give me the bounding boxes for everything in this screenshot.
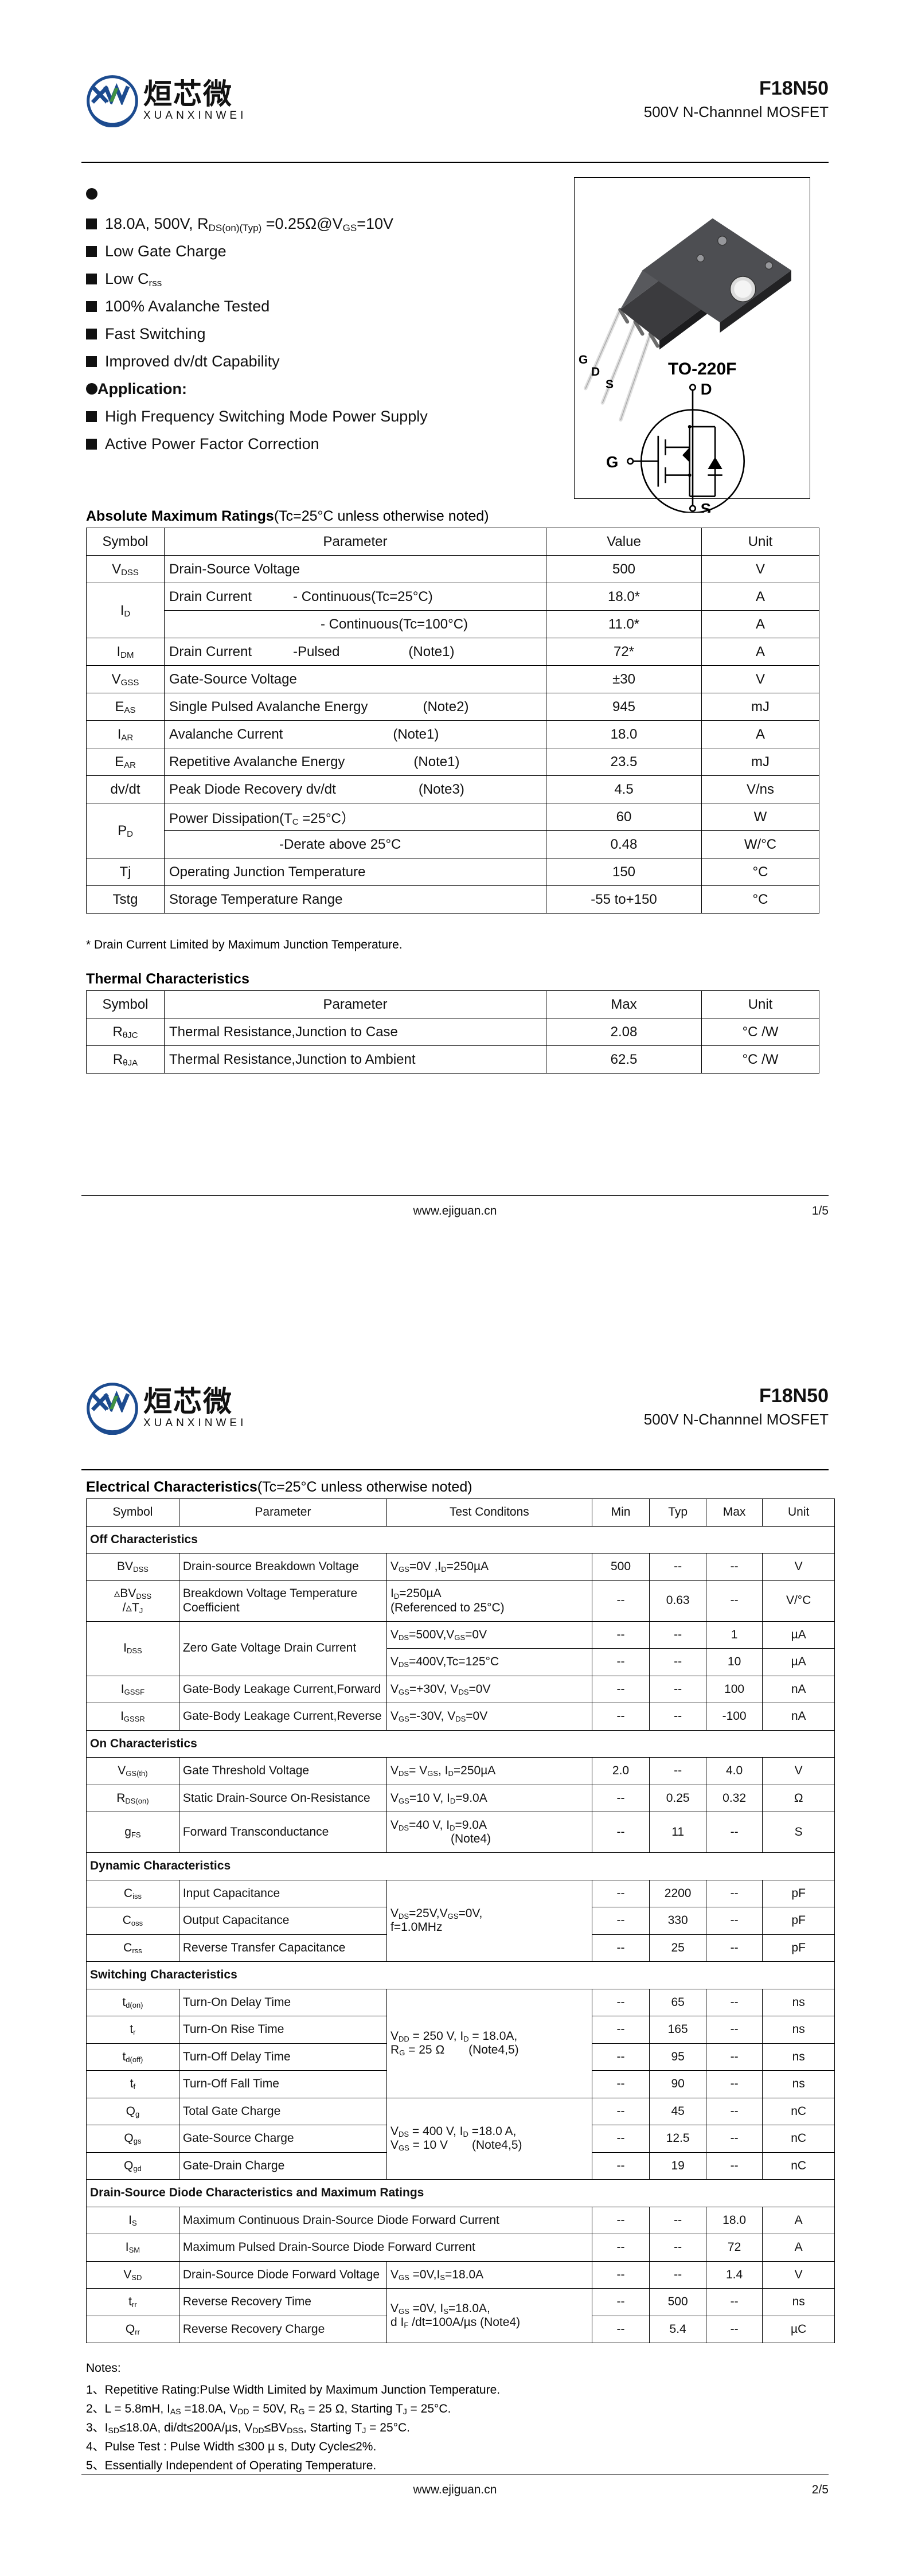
- svg-text:D: D: [701, 383, 712, 398]
- svg-text:S: S: [701, 500, 711, 513]
- svg-text:G: G: [606, 453, 618, 471]
